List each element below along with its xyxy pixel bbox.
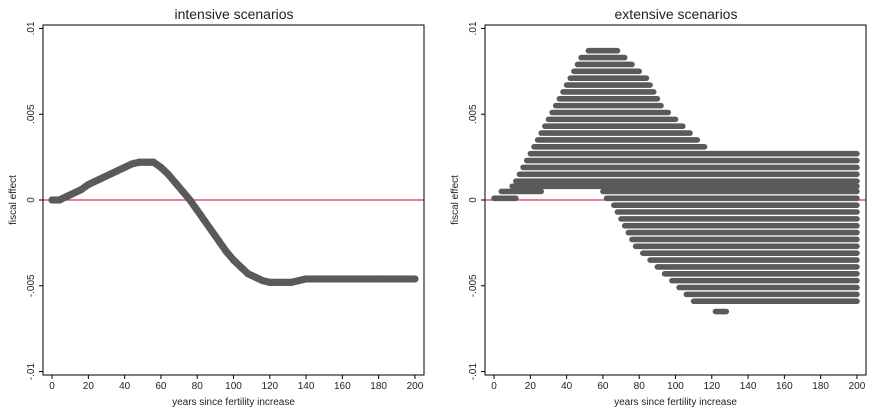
x-tick-label: 120 bbox=[261, 381, 278, 392]
data-point bbox=[179, 187, 187, 196]
y-tick-label: .01 bbox=[26, 21, 37, 35]
x-tick-label: 140 bbox=[298, 381, 315, 392]
data-point bbox=[295, 277, 303, 285]
data-point bbox=[48, 196, 56, 204]
x-tick-label: 180 bbox=[812, 381, 829, 392]
data-point bbox=[135, 158, 143, 166]
x-tick-label: 20 bbox=[525, 381, 537, 392]
data-point bbox=[229, 256, 238, 264]
data-point bbox=[280, 278, 288, 286]
x-tick-label: 60 bbox=[155, 381, 167, 392]
y-tick-label: 0 bbox=[468, 197, 479, 203]
x-axis-label: years since fertility increase bbox=[172, 397, 295, 408]
y-tick-label: -.01 bbox=[468, 363, 479, 381]
x-tick-label: 200 bbox=[849, 381, 866, 392]
data-point bbox=[266, 278, 274, 286]
data-point bbox=[157, 163, 165, 172]
panel-1: intensive scenarios 0 20 40 60 80 100 120 140 160… bbox=[8, 6, 425, 408]
data-point bbox=[411, 275, 419, 283]
y-tick-label: 0 bbox=[26, 197, 37, 203]
data-point bbox=[375, 275, 383, 283]
y-tick-label: -.01 bbox=[26, 363, 37, 381]
data-point bbox=[164, 170, 172, 178]
data-point bbox=[186, 196, 194, 204]
x-axis-label: years since fertility increase bbox=[614, 397, 737, 408]
data-point bbox=[237, 263, 245, 271]
x-tick-label: 160 bbox=[776, 381, 793, 392]
x-tick-label: 80 bbox=[634, 381, 646, 392]
x-tick-label: 20 bbox=[83, 381, 95, 392]
x-tick-label: 180 bbox=[370, 381, 387, 392]
x-tick-label: 160 bbox=[334, 381, 351, 392]
data-point bbox=[171, 179, 180, 187]
data-point bbox=[106, 170, 114, 178]
data-point bbox=[338, 275, 346, 283]
x-tick-label: 120 bbox=[703, 381, 720, 392]
data-point bbox=[77, 186, 85, 194]
y-tick-label: -.005 bbox=[26, 274, 37, 297]
data-point bbox=[99, 174, 107, 182]
y-tick-label: .01 bbox=[468, 21, 479, 35]
x-tick-label: 40 bbox=[119, 381, 131, 392]
data-point bbox=[193, 206, 201, 214]
data-point bbox=[128, 160, 136, 168]
data-point bbox=[70, 189, 78, 197]
panel-2: extensive scenarios 0 20 40 60 80 100 120 140 160… bbox=[450, 6, 867, 408]
data-point bbox=[62, 192, 71, 201]
x-tick-label: 40 bbox=[561, 381, 573, 392]
data-point bbox=[356, 275, 365, 283]
x-tick-label: 80 bbox=[192, 381, 204, 392]
data-point bbox=[273, 278, 281, 286]
x-tick-label: 0 bbox=[491, 381, 497, 392]
x-tick-label: 100 bbox=[225, 381, 242, 392]
data-point bbox=[55, 196, 63, 204]
data-point bbox=[208, 227, 216, 235]
data-point bbox=[287, 278, 296, 286]
y-tick-label: .005 bbox=[26, 104, 37, 124]
chart-title: extensive scenarios bbox=[615, 6, 738, 22]
data-point bbox=[150, 158, 158, 166]
data-point bbox=[84, 180, 92, 189]
data-point bbox=[200, 216, 209, 225]
x-tick-label: 140 bbox=[740, 381, 757, 392]
data-point bbox=[251, 273, 259, 281]
data-point bbox=[258, 277, 267, 285]
x-tick-label: 60 bbox=[597, 381, 609, 392]
data-point bbox=[222, 247, 230, 256]
y-tick-label: -.005 bbox=[468, 274, 479, 297]
data-point bbox=[113, 167, 121, 175]
x-tick-label: 0 bbox=[49, 381, 55, 392]
data-point bbox=[302, 275, 310, 283]
chart-title: intensive scenarios bbox=[174, 6, 293, 22]
y-tick-label: .005 bbox=[468, 104, 479, 124]
data-point bbox=[320, 275, 328, 283]
data-point bbox=[244, 270, 252, 278]
y-axis-label: fiscal effect bbox=[8, 175, 19, 225]
x-tick-label: 200 bbox=[407, 381, 424, 392]
data-point bbox=[215, 237, 223, 245]
y-axis-label: fiscal effect bbox=[450, 175, 461, 225]
data-point bbox=[121, 163, 129, 172]
data-point bbox=[393, 275, 401, 283]
data-point bbox=[142, 158, 151, 166]
data-point bbox=[92, 177, 100, 185]
x-tick-label: 100 bbox=[667, 381, 684, 392]
